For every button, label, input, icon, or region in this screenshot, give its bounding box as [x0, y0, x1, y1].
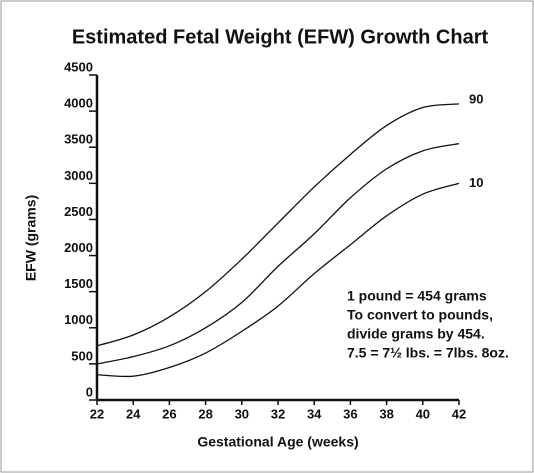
x-tick-label: 36 [343, 406, 357, 421]
x-tick-label: 28 [198, 406, 212, 421]
line [96, 182, 460, 378]
y-tick-label: 3000 [64, 168, 93, 183]
x-tick-label: 26 [162, 406, 176, 421]
y-tick-label: 4000 [64, 96, 93, 111]
x-tick-label: 38 [379, 406, 393, 421]
annotation: 7.5 = 7½ lbs. = 7lbs. 8oz. [347, 345, 509, 361]
x-tick-label: 34 [307, 406, 322, 421]
x-axis-title: Gestational Age (weeks) [197, 434, 358, 450]
y-tick-label: 2000 [64, 240, 93, 255]
y-tick-label: 1000 [64, 312, 93, 327]
y-tick-label: 500 [71, 348, 93, 363]
x-tick-label: 30 [235, 406, 249, 421]
series-label: 10 [469, 175, 483, 190]
line [96, 142, 460, 365]
y-tick-label: 0 [86, 384, 93, 399]
annotation: 1 pound = 454 grams [347, 288, 487, 304]
chart-title: Estimated Fetal Weight (EFW) Growth Char… [72, 26, 489, 48]
series-label: 90 [469, 91, 483, 106]
y-tick-label: 4500 [64, 59, 93, 74]
y-tick-label: 1500 [64, 276, 93, 291]
x-tick-label: 40 [416, 406, 430, 421]
y-tick-label: 3500 [64, 132, 93, 147]
x-tick-label: 32 [271, 406, 285, 421]
x-tick-label: 22 [90, 406, 104, 421]
x-tick-label: 24 [126, 406, 141, 421]
y-axis-title: EFW (grams) [23, 195, 39, 281]
x-tick-label: 42 [452, 406, 466, 421]
annotation: divide grams by 454. [347, 326, 485, 342]
y-tick-label: 2500 [64, 204, 93, 219]
line [96, 103, 460, 347]
annotation: To convert to pounds, [347, 307, 493, 323]
